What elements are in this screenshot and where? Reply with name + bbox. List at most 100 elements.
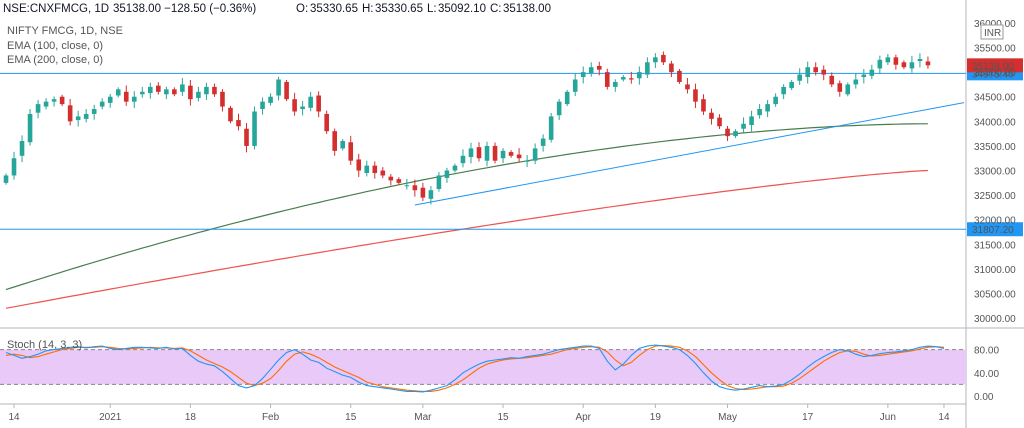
price-tick-label: 33000.00: [974, 167, 1016, 178]
candles: [3, 51, 931, 205]
candle: [693, 89, 698, 102]
candle: [901, 62, 907, 68]
candle: [404, 185, 410, 187]
candle: [348, 142, 354, 161]
time-tick-label: 17: [802, 412, 814, 423]
candle: [172, 89, 177, 95]
candle: [837, 83, 843, 92]
trendline: [414, 102, 965, 206]
high-value: 35330.65: [375, 3, 423, 15]
candle: [548, 116, 554, 140]
time-tick-label: 15: [497, 412, 509, 423]
time-tick-label: Apr: [575, 412, 591, 423]
candle: [27, 113, 33, 143]
candle: [781, 86, 786, 95]
candle: [284, 81, 289, 100]
candle: [797, 74, 802, 81]
close-value: 35138.00: [503, 3, 551, 15]
last-price-tag: [967, 58, 1023, 73]
ema100-line: [5, 123, 928, 291]
stoch-tick-label: 40.00: [974, 369, 999, 380]
change-label: 35138.00 −128.50 (−0.36%): [113, 3, 256, 15]
candle: [645, 62, 650, 75]
candle: [212, 86, 217, 95]
candle: [372, 165, 378, 173]
low-label: L:: [427, 3, 437, 15]
candle: [612, 81, 618, 87]
candle: [308, 96, 313, 108]
candle: [131, 96, 137, 102]
candle: [428, 190, 434, 199]
candle: [468, 148, 474, 158]
ema200-line: [5, 169, 928, 309]
candle: [845, 84, 851, 95]
candle: [83, 113, 89, 119]
time-tick-label: 18: [185, 412, 197, 423]
candle: [893, 57, 899, 65]
candle: [107, 96, 113, 103]
time-tick-label: May: [718, 412, 737, 423]
candle: [885, 57, 891, 63]
candle: [43, 101, 49, 107]
candle: [749, 116, 754, 126]
candle: [156, 85, 161, 92]
candle: [773, 96, 778, 105]
candle: [99, 101, 105, 107]
candle: [356, 159, 362, 171]
candle: [508, 152, 514, 156]
candle: [869, 69, 875, 76]
last-price-label: 35138.00: [972, 61, 1014, 72]
candle: [821, 69, 827, 75]
candle: [580, 72, 586, 78]
hline-tag: [967, 222, 1023, 237]
price-tick-label: 30000.00: [974, 314, 1016, 325]
candle: [11, 158, 17, 176]
price-tick-label: 36000.00: [974, 19, 1016, 30]
axes: 30000.00 30500.00 31000.00 31500.00 32000.00…: [8, 19, 1016, 423]
candle: [67, 105, 73, 122]
candle: [725, 128, 730, 137]
hline-tag-label: 34975.40: [972, 69, 1014, 80]
candle: [757, 109, 762, 116]
candle: [596, 65, 602, 70]
candle: [3, 175, 9, 183]
candle: [75, 116, 81, 121]
price-tick-label: 31000.00: [974, 265, 1016, 276]
candle: [661, 54, 666, 63]
time-tick-label: Feb: [262, 412, 280, 423]
candle: [492, 145, 498, 161]
horizontal-lines: 34975.40 31807.20 35138.00: [0, 58, 1023, 237]
time-tick-label: Mar: [414, 412, 432, 423]
price-tick-label: 30500.00: [974, 290, 1016, 301]
candle: [540, 138, 546, 146]
candle: [765, 104, 770, 112]
candle: [500, 150, 506, 159]
candle: [59, 96, 65, 105]
candle: [460, 155, 466, 164]
time-tick-label: 2021: [99, 412, 122, 423]
candle: [196, 91, 201, 98]
hline-tag-label: 31807.20: [972, 225, 1014, 236]
legend-title: NIFTY FMCG, 1D, NSE: [7, 25, 123, 37]
currency-label: INR: [984, 28, 1001, 39]
price-tick-label: 35000.00: [974, 68, 1016, 79]
stoch-tick-label: 80.00: [974, 346, 999, 357]
candle: [484, 145, 490, 161]
price-tick-label: 34000.00: [974, 117, 1016, 128]
candle: [292, 99, 297, 112]
candle: [164, 89, 169, 95]
candle: [260, 101, 265, 110]
candle: [741, 123, 746, 129]
candle: [564, 91, 570, 105]
candle: [188, 85, 193, 100]
candle: [853, 79, 859, 85]
candle: [316, 95, 321, 112]
time-tick-label: 14: [938, 412, 950, 423]
candle: [19, 141, 25, 156]
candle: [556, 101, 562, 116]
candle: [139, 91, 145, 95]
candle: [236, 120, 241, 127]
open-label: O:: [296, 3, 308, 15]
candle: [268, 96, 273, 103]
